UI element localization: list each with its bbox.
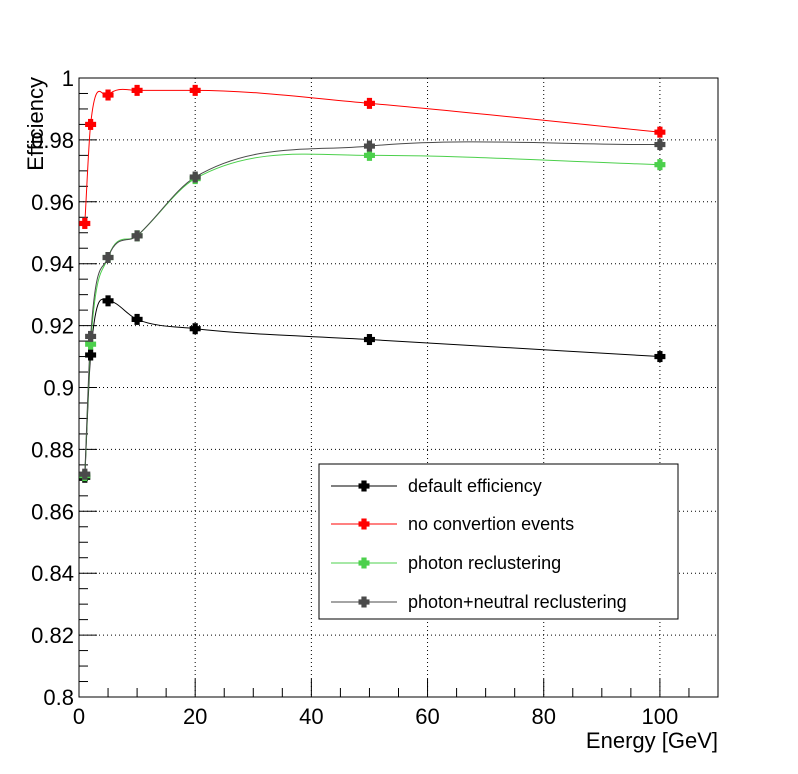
y-tick-label: 0.98 bbox=[31, 128, 74, 153]
legend-label: default efficiency bbox=[408, 476, 542, 496]
marker-bar-v bbox=[134, 230, 140, 242]
series-line-2 bbox=[84, 153, 660, 476]
data-point bbox=[189, 323, 201, 335]
data-point bbox=[189, 84, 201, 96]
legend-entry: no convertion events bbox=[331, 514, 574, 534]
marker-bar-v bbox=[105, 252, 111, 264]
data-point bbox=[654, 159, 666, 171]
marker-bar-v bbox=[192, 171, 198, 183]
marker-bar-v bbox=[657, 159, 663, 171]
x-tick-label: 100 bbox=[642, 704, 679, 729]
data-point bbox=[131, 230, 143, 242]
y-axis: 0.8 0.82 0.84 0.86 0.88 0.9 0.92 0.94 0.96 0.98 1 bbox=[31, 66, 97, 710]
data-point bbox=[131, 84, 143, 96]
data-point bbox=[102, 295, 114, 307]
data-point bbox=[654, 351, 666, 363]
marker-bar-v bbox=[82, 468, 88, 480]
marker-bar-v bbox=[134, 313, 140, 325]
legend: default efficiency no convertion events ph… bbox=[318, 463, 679, 620]
legend-marker bbox=[358, 596, 370, 608]
legend-label: photon reclustering bbox=[408, 553, 561, 573]
marker-bar-v bbox=[361, 596, 367, 608]
data-point bbox=[363, 97, 375, 109]
y-tick-label: 0.8 bbox=[43, 685, 74, 710]
x-axis: 0 20 40 60 80 100 bbox=[73, 679, 719, 729]
data-point bbox=[102, 252, 114, 264]
marker-bar-v bbox=[366, 334, 373, 346]
data-point bbox=[85, 338, 97, 350]
data-point bbox=[85, 118, 97, 130]
legend-label: photon+neutral reclustering bbox=[408, 592, 627, 612]
marker-bar-v bbox=[192, 323, 198, 335]
legend-entry: photon+neutral reclustering bbox=[331, 592, 627, 612]
marker-bar-v bbox=[361, 518, 367, 530]
marker-bar-v bbox=[88, 349, 94, 361]
marker-bar-v bbox=[366, 97, 373, 109]
marker-bar-v bbox=[105, 89, 111, 101]
marker-bar-v bbox=[657, 351, 663, 363]
data-point bbox=[79, 468, 91, 480]
data-point bbox=[654, 126, 666, 138]
marker-bar-v bbox=[366, 140, 373, 152]
series-markers bbox=[79, 84, 666, 483]
data-point bbox=[363, 140, 375, 152]
legend-entry: photon reclustering bbox=[331, 553, 561, 573]
y-tick-label: 0.88 bbox=[31, 437, 74, 462]
legend-box bbox=[318, 463, 679, 620]
y-tick-label: 0.9 bbox=[43, 376, 74, 401]
y-tick-label: 0.96 bbox=[31, 190, 74, 215]
marker-bar-v bbox=[657, 126, 663, 138]
marker-bar-v bbox=[105, 295, 111, 307]
y-tick-label: 0.92 bbox=[31, 314, 74, 339]
legend-marker bbox=[358, 557, 370, 569]
data-point bbox=[654, 139, 666, 151]
marker-bar-v bbox=[366, 149, 373, 161]
data-point bbox=[85, 349, 97, 361]
marker-bar-v bbox=[88, 330, 94, 342]
y-tick-label: 1 bbox=[62, 66, 74, 91]
data-point bbox=[363, 334, 375, 346]
marker-bar-v bbox=[134, 84, 140, 96]
y-tick-label: 0.82 bbox=[31, 623, 74, 648]
marker-bar-v bbox=[82, 217, 88, 229]
x-tick-label: 60 bbox=[415, 704, 439, 729]
marker-bar-v bbox=[88, 118, 94, 130]
marker-bar-v bbox=[657, 139, 663, 151]
data-point bbox=[189, 171, 201, 183]
data-point bbox=[79, 217, 91, 229]
legend-label: no convertion events bbox=[408, 514, 574, 534]
data-point bbox=[363, 149, 375, 161]
legend-marker bbox=[358, 480, 370, 492]
data-point bbox=[102, 89, 114, 101]
y-tick-label: 0.84 bbox=[31, 561, 74, 586]
marker-bar-v bbox=[361, 557, 367, 569]
x-tick-label: 40 bbox=[299, 704, 323, 729]
x-tick-label: 0 bbox=[73, 704, 85, 729]
x-tick-label: 20 bbox=[183, 704, 207, 729]
marker-bar-v bbox=[192, 84, 198, 96]
marker-bar-v bbox=[361, 480, 367, 492]
x-tick-label: 80 bbox=[531, 704, 555, 729]
data-point bbox=[85, 330, 97, 342]
y-tick-label: 0.94 bbox=[31, 252, 74, 277]
legend-entry: default efficiency bbox=[331, 476, 542, 496]
series-line-3 bbox=[84, 141, 660, 475]
legend-marker bbox=[358, 518, 370, 530]
marker-bar-v bbox=[88, 338, 94, 350]
y-tick-label: 0.86 bbox=[31, 499, 74, 524]
y-axis-title: Efficiency bbox=[23, 77, 48, 171]
x-axis-title: Energy [GeV] bbox=[586, 728, 718, 753]
data-point bbox=[131, 313, 143, 325]
